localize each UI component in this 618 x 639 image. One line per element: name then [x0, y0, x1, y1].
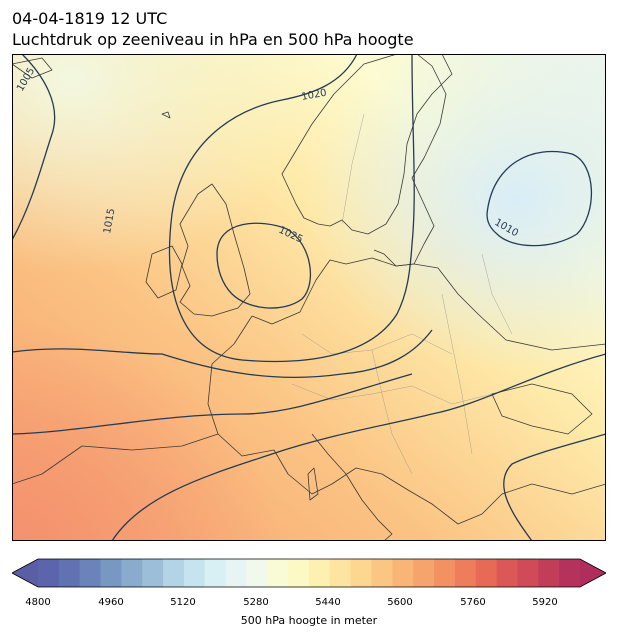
isobar-label-1020: 1020 — [301, 88, 328, 103]
colorbar-tick: 5120 — [170, 597, 196, 608]
colorbar-swatch — [434, 559, 456, 587]
coastlines — [12, 54, 606, 541]
colorbar-swatch — [183, 559, 206, 587]
colorbar-swatch — [350, 559, 373, 587]
colorbar-swatch — [517, 559, 539, 587]
colorbar-swatch — [392, 559, 414, 587]
colorbar-swatch — [309, 559, 331, 587]
colorbar-swatch — [454, 559, 477, 587]
colorbar-swatch — [100, 559, 122, 587]
colorbar-extend-high — [580, 559, 606, 587]
weather-map: 1005 1020 1015 1025 1010 — [12, 54, 606, 541]
colorbar-swatch — [538, 559, 560, 587]
colorbar-tick: 4800 — [25, 597, 51, 608]
colorbar-swatch — [475, 559, 498, 587]
colorbar-swatch — [225, 559, 248, 587]
colorbar-swatch — [288, 559, 310, 587]
colorbar-tick: 5760 — [460, 597, 486, 608]
colorbar-tick: 5280 — [243, 597, 269, 608]
map-datetime: 04-04-1819 12 UTC — [12, 9, 168, 28]
colorbar-swatch — [267, 559, 289, 587]
colorbar-tick: 5440 — [315, 597, 341, 608]
colorbar-swatch — [496, 559, 519, 587]
colorbar-tick: 5600 — [387, 597, 413, 608]
colorbar-tick: 4960 — [98, 597, 124, 608]
colorbar-extend-low — [12, 559, 38, 587]
height-field-southwest — [12, 54, 606, 541]
colorbar-swatch — [559, 559, 581, 587]
colorbar-swatch — [38, 559, 60, 587]
colorbar-swatch — [58, 559, 81, 587]
colorbar-swatch — [79, 559, 102, 587]
colorbar-tick: 5920 — [532, 597, 558, 608]
colorbar-swatch — [413, 559, 435, 587]
colorbar-label: 500 hPa hoogte in meter — [240, 614, 378, 627]
colorbar-swatch — [371, 559, 393, 587]
colorbar-swatch — [329, 559, 352, 587]
colorbar-swatch — [246, 559, 268, 587]
colorbar-swatch — [142, 559, 164, 587]
colorbar-swatch — [204, 559, 227, 587]
colorbar — [11, 557, 607, 589]
map-subtitle: Luchtdruk op zeeniveau in hPa en 500 hPa… — [12, 30, 414, 49]
colorbar-swatch — [121, 559, 143, 587]
map-frame — [12, 54, 606, 541]
colorbar-swatch — [163, 559, 185, 587]
isobar-label-1015: 1015 — [102, 208, 117, 235]
isobars — [12, 54, 606, 541]
borders — [291, 113, 513, 475]
